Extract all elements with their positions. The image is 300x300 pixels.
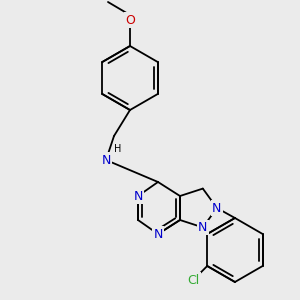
Text: N: N (198, 221, 208, 234)
Text: N: N (153, 227, 163, 241)
Text: H: H (114, 144, 122, 154)
Text: O: O (125, 14, 135, 26)
Text: Cl: Cl (187, 274, 199, 286)
Text: N: N (133, 190, 143, 202)
Text: N: N (212, 202, 222, 214)
Text: N: N (101, 154, 111, 166)
